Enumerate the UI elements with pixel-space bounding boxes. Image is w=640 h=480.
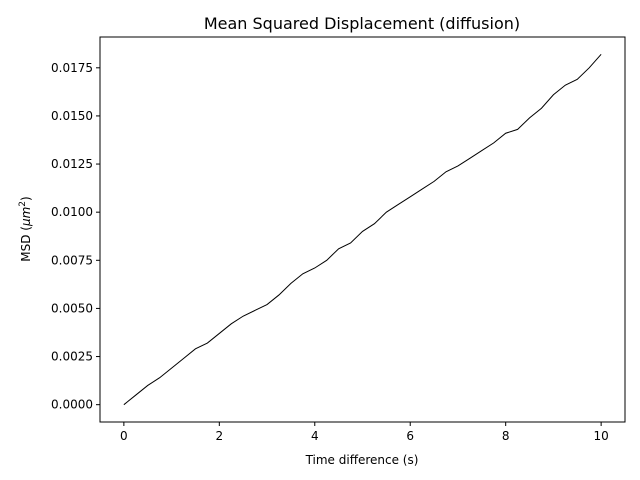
y-tick-label: 0.0000 [51, 398, 93, 412]
y-axis-label-prefix: MSD ( [19, 226, 33, 262]
x-axis-label: Time difference (s) [305, 453, 419, 467]
plot-frame [99, 36, 626, 423]
x-tick-label: 8 [502, 429, 510, 443]
y-tick-label: 0.0175 [51, 61, 93, 75]
y-axis-label-unit: m [19, 207, 33, 219]
y-axis-label-superscript: 2 [18, 201, 28, 207]
y-tick-label: 0.0100 [51, 205, 93, 219]
y-tick-label: 0.0050 [51, 301, 93, 315]
y-tick-label: 0.0075 [51, 253, 93, 267]
x-tick-label: 4 [311, 429, 319, 443]
x-axis-ticks: 0 2 4 6 8 10 [120, 422, 609, 443]
x-tick-label: 10 [593, 429, 608, 443]
y-axis-label-suffix: ) [19, 196, 33, 201]
y-tick-label: 0.0025 [51, 350, 93, 364]
y-tick-label: 0.0150 [51, 109, 93, 123]
y-axis-label: MSD (μm2) [18, 196, 33, 261]
x-tick-label: 2 [215, 429, 223, 443]
y-axis-label-mu: μ [19, 218, 33, 227]
x-tick-label: 6 [406, 429, 414, 443]
y-axis-ticks: 0.0000 0.0025 0.0050 0.0075 0.0100 0.0125 0.01… [51, 61, 100, 412]
y-tick-label: 0.0125 [51, 157, 93, 171]
msd-series-line [123, 53, 602, 406]
chart-title: Mean Squared Displacement (diffusion) [204, 14, 520, 33]
x-tick-label: 0 [120, 429, 128, 443]
